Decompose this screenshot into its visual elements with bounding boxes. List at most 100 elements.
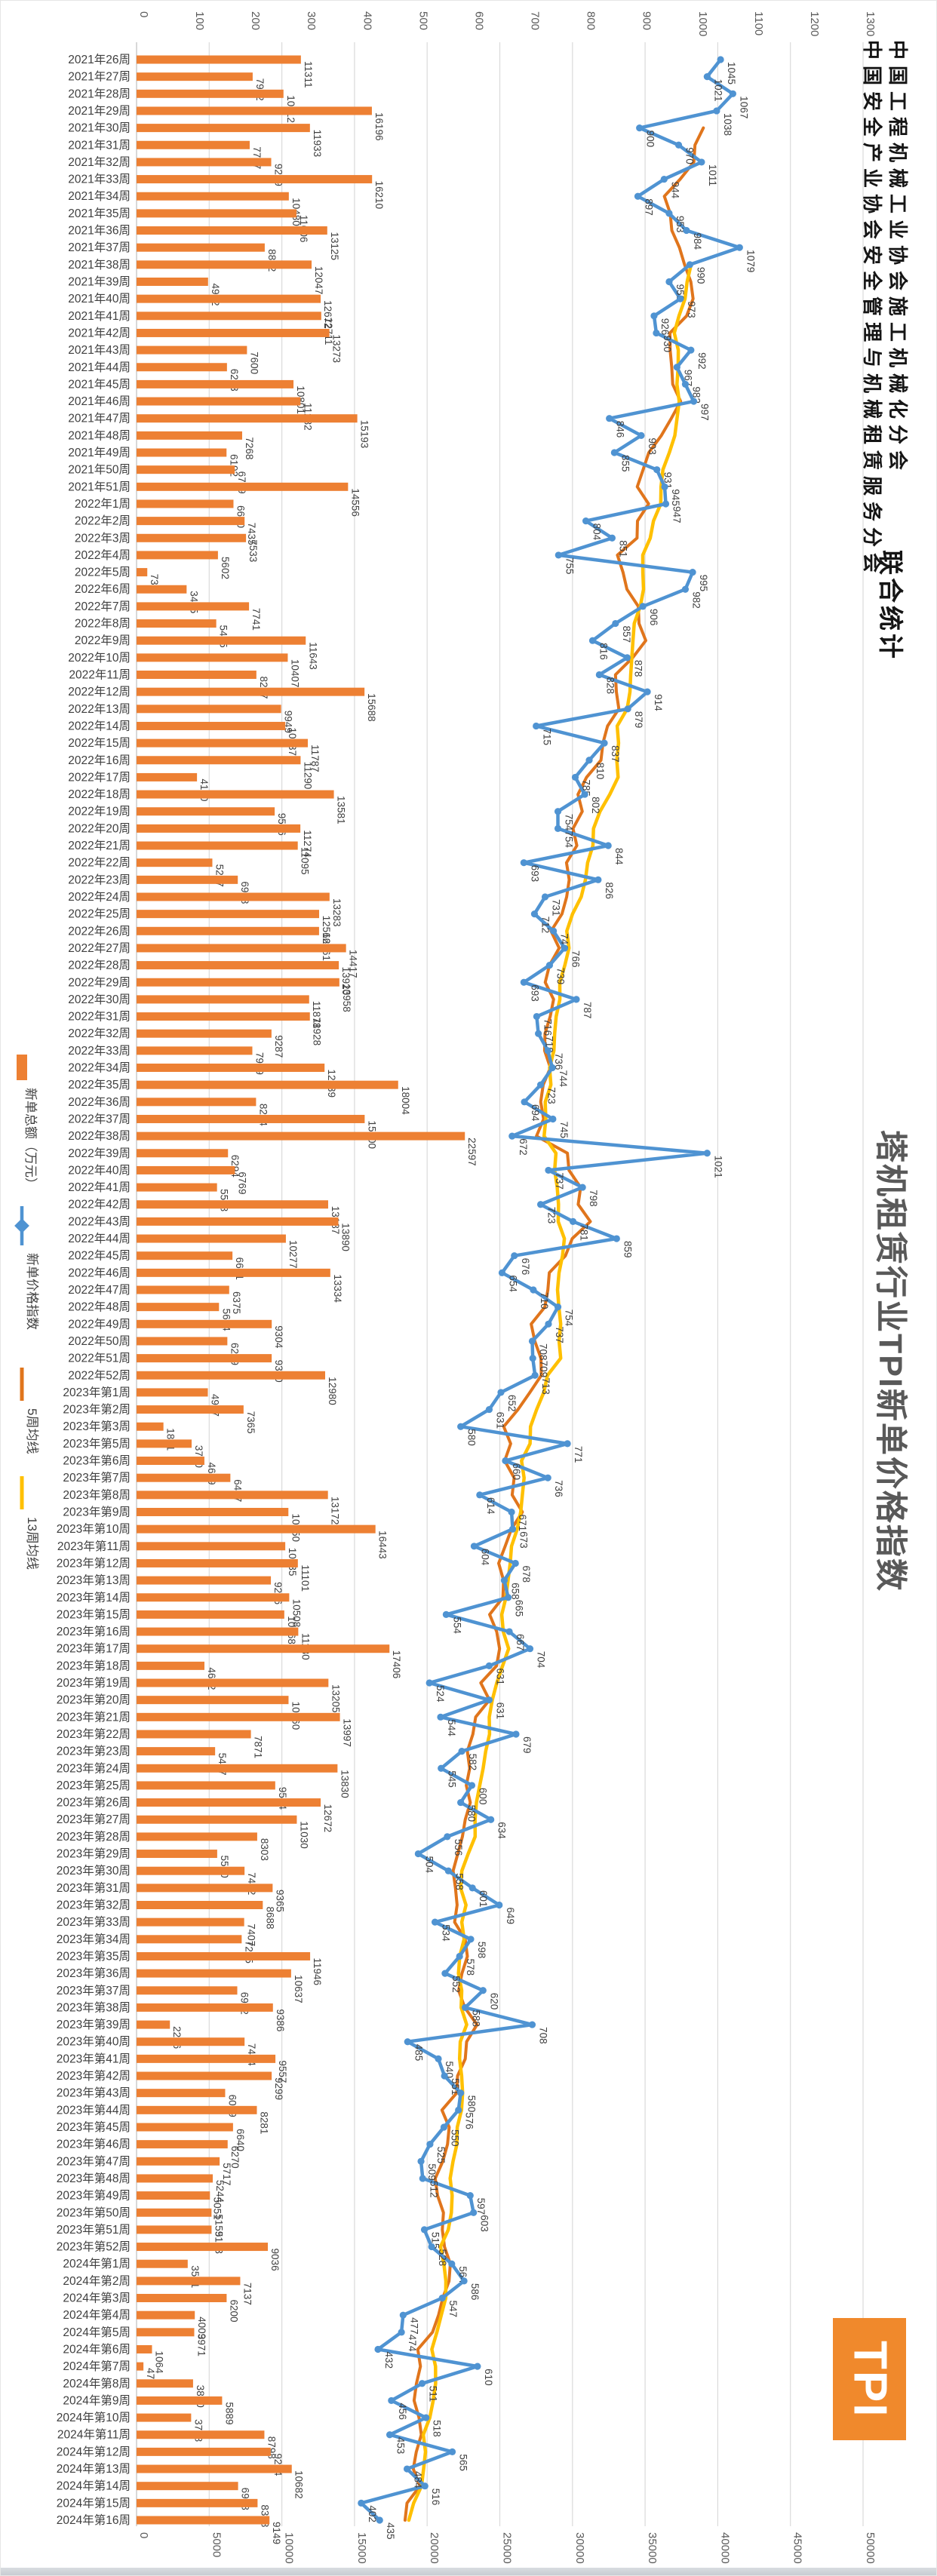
price-index-label: 693 bbox=[529, 865, 540, 883]
week-label: 2024年第12周 bbox=[57, 2445, 131, 2458]
price-index-marker bbox=[404, 2038, 411, 2046]
week-label: 2023年第26周 bbox=[57, 1796, 131, 1810]
bar-value-label: 9149 bbox=[271, 2522, 282, 2544]
price-index-label: 857 bbox=[621, 626, 632, 643]
bar-value-label: 5051 bbox=[211, 2197, 223, 2220]
bar-new-order-total bbox=[137, 1730, 251, 1739]
week-label: 2023年第50周 bbox=[57, 2206, 131, 2219]
axis-bottom-tick: 0 bbox=[137, 2532, 150, 2538]
week-label: 2022年52周 bbox=[68, 1368, 131, 1382]
price-index-label: 620 bbox=[488, 1993, 499, 2010]
price-index-label: 509 bbox=[426, 2163, 438, 2181]
bar-new-order-total bbox=[137, 482, 349, 491]
bar-new-order-total bbox=[137, 1491, 328, 1500]
bar-new-order-total bbox=[137, 1319, 272, 1328]
week-label: 2022年11周 bbox=[69, 668, 131, 682]
week-label: 2023年第18周 bbox=[57, 1659, 131, 1672]
week-label: 2024年第15周 bbox=[57, 2496, 131, 2510]
price-index-marker bbox=[485, 1662, 493, 1669]
bar-new-order-total bbox=[137, 1951, 311, 1960]
bar-value-label: 11311 bbox=[303, 61, 314, 88]
bar-new-order-total bbox=[137, 2277, 241, 2286]
bar-new-order-total bbox=[137, 1935, 242, 1944]
price-index-marker bbox=[604, 842, 612, 849]
bar-new-order-total bbox=[137, 2344, 152, 2353]
bar-new-order-total bbox=[137, 2243, 269, 2252]
price-index-marker bbox=[466, 2191, 474, 2200]
week-label: 2022年19周 bbox=[68, 805, 131, 818]
bar-value-label: 11030 bbox=[298, 1821, 309, 1849]
week-label: 2023年第37周 bbox=[57, 1984, 131, 1997]
price-index-marker bbox=[610, 449, 618, 456]
bar-new-order-total bbox=[137, 1200, 328, 1209]
bar-new-order-total bbox=[137, 363, 227, 372]
price-index-label: 1021 bbox=[712, 79, 723, 102]
price-index-label: 851 bbox=[617, 540, 628, 557]
bar-new-order-total bbox=[137, 124, 310, 133]
price-index-marker bbox=[613, 1235, 620, 1242]
price-index-label: 665 bbox=[514, 1600, 525, 1617]
week-label: 2024年第11周 bbox=[57, 2428, 131, 2442]
price-index-marker bbox=[528, 1337, 536, 1345]
bar-value-label: 12566 bbox=[321, 916, 332, 944]
price-index-label: 484 bbox=[413, 2471, 424, 2488]
axis-top-tick: 700 bbox=[529, 11, 542, 30]
week-label: 2022年49周 bbox=[68, 1317, 131, 1331]
bar-new-order-total bbox=[137, 158, 272, 167]
week-label: 2023年第45周 bbox=[57, 2120, 131, 2134]
bar-value-label: 9287 bbox=[273, 1035, 284, 1058]
price-index-marker bbox=[458, 1748, 465, 1755]
price-index-label: 715 bbox=[542, 728, 553, 745]
price-index-marker bbox=[535, 1030, 542, 1037]
price-index-marker bbox=[468, 1884, 476, 1892]
bar-value-label: 5889 bbox=[223, 2402, 235, 2424]
price-index-label: 990 bbox=[695, 267, 706, 284]
price-index-marker bbox=[555, 551, 562, 559]
bar-new-order-total bbox=[137, 1798, 321, 1807]
price-index-label: 586 bbox=[469, 2283, 481, 2301]
price-index-label: 610 bbox=[483, 2369, 494, 2386]
price-index-label: 754 bbox=[564, 831, 575, 848]
bar-value-label: 16210 bbox=[373, 181, 385, 210]
price-index-label: 1011 bbox=[707, 164, 718, 186]
price-index-label: 512 bbox=[428, 2181, 439, 2198]
bar-new-order-total bbox=[137, 1354, 272, 1363]
price-index-marker bbox=[545, 961, 554, 969]
price-index-marker bbox=[595, 671, 603, 679]
week-label: 2022年44周 bbox=[68, 1232, 131, 1245]
week-label: 2023年第15周 bbox=[57, 1607, 131, 1621]
axis-top-tick: 300 bbox=[305, 11, 318, 30]
bar-new-order-total bbox=[137, 1285, 229, 1294]
bar-new-order-total bbox=[137, 2157, 220, 2166]
price-index-label: 708 bbox=[537, 2027, 548, 2044]
bar-new-order-total bbox=[137, 1507, 289, 1516]
price-index-marker bbox=[435, 2055, 442, 2062]
week-label: 2022年8周 bbox=[75, 617, 131, 631]
week-label: 2021年35周 bbox=[68, 207, 131, 220]
week-label: 2023年第6周 bbox=[63, 1454, 131, 1468]
week-label: 2021年46周 bbox=[68, 395, 131, 408]
week-label: 2021年50周 bbox=[68, 463, 131, 477]
week-label: 2022年22周 bbox=[68, 856, 131, 870]
bar-new-order-total bbox=[137, 140, 250, 149]
price-index-label: 525 bbox=[435, 2147, 447, 2164]
bar-new-order-total bbox=[137, 1268, 330, 1277]
bar-new-order-total bbox=[137, 328, 330, 337]
price-index-marker bbox=[428, 2243, 435, 2251]
axis-top-tick: 1200 bbox=[808, 11, 821, 36]
bar-value-label: 11095 bbox=[300, 847, 311, 875]
legend-bar-swatch bbox=[17, 1055, 27, 1080]
price-index-marker bbox=[448, 2448, 456, 2455]
week-label: 2023年第40周 bbox=[57, 2035, 131, 2049]
axis-bottom-tick: 15000 bbox=[355, 2532, 368, 2564]
week-label: 2022年1周 bbox=[75, 497, 131, 511]
bar-value-label: 9949 bbox=[283, 711, 294, 733]
week-label: 2022年51周 bbox=[68, 1352, 131, 1365]
week-label: 2022年48周 bbox=[68, 1300, 131, 1314]
price-index-label: 709 bbox=[538, 1361, 549, 1378]
week-label: 2023年第12周 bbox=[57, 1556, 131, 1570]
bar-value-label: 16196 bbox=[373, 112, 385, 141]
page-title: 塔机租赁行业TPI新单价格指数 bbox=[872, 1130, 908, 1592]
bar-new-order-total bbox=[137, 841, 298, 850]
axis-bottom-tick: 45000 bbox=[791, 2532, 804, 2564]
